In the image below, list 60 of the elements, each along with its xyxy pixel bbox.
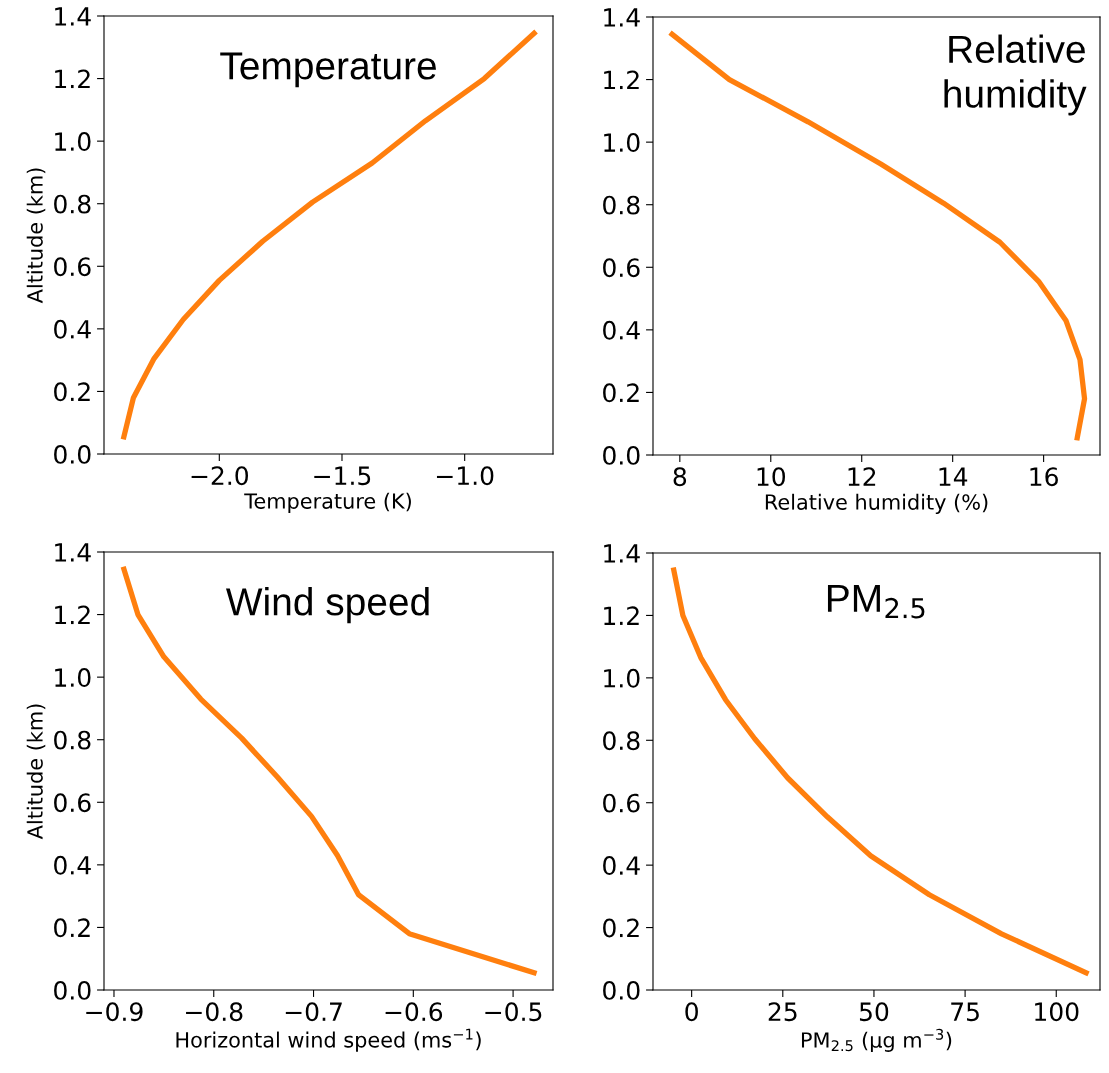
x-tick-label: 25 [768,1002,797,1022]
x-axis-title: Relative humidity (%) [765,493,988,514]
text: Temperature [220,52,436,88]
y-tick-label: 1.2 [55,69,90,89]
y-tick-label: 0.2 [54,918,90,938]
x-tick-label: 8 [673,467,687,487]
text: Wind speed [225,587,429,624]
x-axis-title: PM$_{2.5}$ (μg m$^{−3}$) [801,1028,952,1052]
x-tick-label: 16 [1030,467,1058,487]
y-tick-label: 1.0 [604,668,640,688]
x-tick-label: 14 [939,467,968,486]
x-tick-label: −0.5 [485,1002,542,1022]
y-tick-label: 0.0 [603,445,640,465]
x-axis-title: Temperature (K) [244,492,411,513]
y-axis-title: Altitude (km) [26,704,46,840]
x-tick-label: −1.5 [314,466,371,486]
x-tick-label: −0.6 [385,1002,443,1022]
text: Relative humidity [944,34,1087,116]
x-tick-label: 75 [951,1002,979,1022]
y-tick-label: 0.8 [54,730,91,750]
y-tick-label: 0.4 [54,319,91,339]
y-tick-label: 0.2 [603,383,639,403]
y-tick-label: 1.2 [604,70,639,90]
x-tick-label: 10 [757,467,786,487]
y-tick-label: 0.4 [603,856,640,875]
y-tick-label: 1.4 [604,544,640,563]
y-tick-label: 0.6 [603,793,640,813]
y-tick-label: 1.4 [55,7,91,26]
text: PM$_{2.5}$ [827,584,925,619]
y-tick-label: 1.0 [604,133,640,152]
x-tick-label: 100 [1035,1002,1079,1022]
y-tick-label: 0.0 [603,980,640,1000]
x-tick-label: 0 [685,1002,698,1022]
y-axis-title: Altitude (km) [26,168,46,304]
y-tick-label: 0.0 [54,444,91,464]
x-tick-label: −0.9 [86,1002,143,1022]
y-tick-label: 1.2 [604,606,639,625]
y-tick-label: 0.8 [603,195,640,215]
y-tick-label: 0.8 [54,194,91,214]
y-tick-label: 1.0 [55,132,91,151]
x-tick-label: −0.8 [186,1002,243,1022]
x-tick-label: −0.7 [285,1002,342,1022]
y-tick-label: 0.2 [603,918,639,938]
y-tick-label: 0.6 [54,793,91,813]
y-tick-label: 1.0 [55,668,91,687]
x-tick-label: −2.0 [191,466,249,486]
x-axis-title: Horizontal wind speed (ms$^{−1}$) [176,1028,481,1052]
y-tick-label: 0.6 [603,258,640,278]
y-tick-label: 0.2 [54,382,90,402]
y-tick-label: 1.4 [55,543,91,562]
x-tick-label: 50 [859,1002,889,1022]
y-tick-label: 0.8 [603,731,640,751]
y-tick-label: 0.0 [54,980,91,1000]
x-tick-label: 12 [848,467,876,486]
y-tick-label: 1.2 [55,605,90,625]
y-tick-label: 0.4 [54,855,91,875]
y-tick-label: 0.6 [54,257,91,277]
y-tick-label: 1.4 [604,8,640,27]
y-tick-label: 0.4 [603,320,640,340]
x-tick-label: −1.0 [436,466,494,486]
